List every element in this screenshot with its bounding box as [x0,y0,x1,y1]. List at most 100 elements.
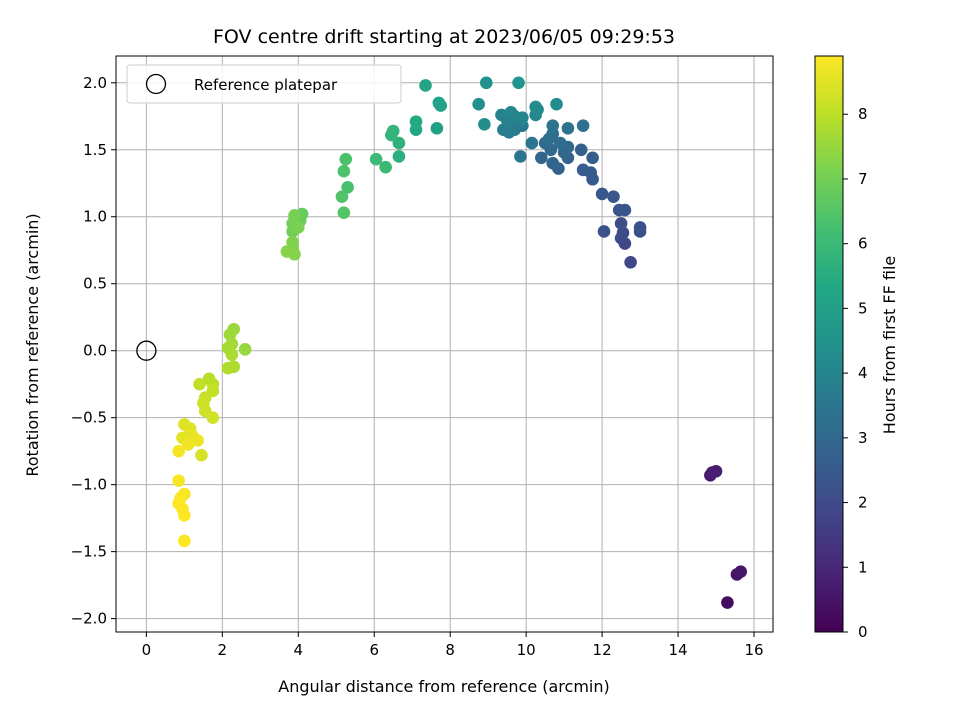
data-point [379,160,392,174]
colorbar-tick-label: 4 [858,364,868,382]
y-tick-label: −1.0 [71,476,107,494]
data-point [392,150,406,163]
data-point [574,143,588,157]
data-point [618,203,632,217]
x-tick-label: 6 [369,641,379,659]
y-axis-label: Rotation from reference (arcmin) [23,213,42,476]
data-point [419,79,432,92]
data-point [495,108,508,122]
y-tick-label: 1.0 [83,208,107,226]
data-point [586,151,599,165]
colorbar-tick-label: 6 [858,235,868,253]
data-points [136,76,748,609]
y-tick-label: 2.0 [83,74,107,92]
data-point [624,255,637,269]
colorbar-tick-label: 0 [858,623,868,641]
data-point [181,438,195,451]
data-point [223,328,237,341]
data-point [472,97,485,111]
data-point [734,565,748,579]
data-point [504,105,518,119]
data-point [721,596,734,609]
colorbar-label: Hours from first FF file [880,256,899,435]
grid-lines [116,56,773,632]
colorbar-gradient [814,55,844,633]
x-tick-label: 4 [294,641,304,659]
y-axis-ticks: −2.0 −1.5 −1.0 −0.5 0.0 0.5 1.0 1.5 2.0 [71,74,116,628]
x-tick-label: 2 [218,641,228,659]
data-point [607,190,620,203]
data-point [225,348,239,362]
x-tick-label: 10 [517,641,536,659]
data-point [337,206,351,220]
y-tick-label: −1.5 [71,543,107,561]
data-point [561,122,575,135]
x-tick-label: 12 [593,641,612,659]
data-point [529,100,542,114]
data-point [191,434,204,447]
data-point [576,119,590,132]
data-point [339,152,353,166]
data-point [172,444,185,458]
data-point [291,221,305,234]
data-point [178,509,191,522]
data-point [392,136,406,150]
colorbar-ticks: 0 1 2 3 4 5 6 7 8 [843,105,868,641]
x-tick-label: 14 [669,641,688,659]
data-point [286,235,299,249]
x-axis-label: Angular distance from reference (arcmin) [278,677,609,696]
colorbar-tick-label: 8 [858,105,868,123]
data-point [597,225,611,238]
data-point [546,156,560,170]
x-axis-ticks: 0 2 4 6 8 10 12 14 16 [142,632,764,659]
data-point [430,122,444,135]
data-point [554,136,567,150]
colorbar-tick-label: 2 [858,494,868,512]
data-point [288,209,301,222]
y-tick-label: 1.5 [83,141,107,159]
colorbar-tick-label: 5 [858,299,868,317]
data-point [614,217,628,230]
colorbar: 0 1 2 3 4 5 6 7 8 Hours from first FF file [814,55,899,641]
data-point [432,96,446,110]
legend-label: Reference platepar [194,76,338,94]
reference-platepar-marker [136,340,157,361]
y-tick-label: −2.0 [71,610,107,628]
data-point [195,448,208,462]
data-point [633,221,647,234]
data-point [616,226,630,240]
data-point [546,119,560,132]
legend: Reference platepar [126,64,402,104]
x-tick-label: 0 [142,641,152,659]
data-point [193,377,206,391]
data-point [595,187,609,201]
data-point [512,76,525,90]
data-point [525,136,539,150]
data-point [478,118,491,131]
data-point [221,361,235,375]
data-point [479,76,493,90]
chart-title: FOV centre drift starting at 2023/06/05 … [213,26,675,48]
data-point [206,411,220,424]
colorbar-tick-label: 7 [858,170,868,188]
data-point [335,190,349,203]
data-point [280,245,294,258]
data-point [550,97,563,111]
data-point [705,466,719,479]
data-point [516,111,529,124]
data-point [178,534,191,548]
data-point [576,163,590,177]
data-point [337,164,351,178]
colorbar-tick-label: 3 [858,429,868,447]
colorbar-tick-label: 1 [858,558,868,576]
data-point [535,151,548,165]
data-point [514,150,527,163]
x-tick-label: 8 [445,641,455,659]
data-point [409,115,423,128]
data-point [385,128,398,142]
data-point [341,180,354,194]
plot-frame [115,55,774,633]
legend-box [126,64,402,104]
x-tick-label: 16 [744,641,763,659]
